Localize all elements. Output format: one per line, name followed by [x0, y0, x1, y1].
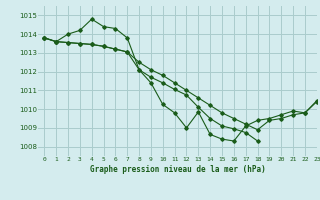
- X-axis label: Graphe pression niveau de la mer (hPa): Graphe pression niveau de la mer (hPa): [90, 165, 266, 174]
